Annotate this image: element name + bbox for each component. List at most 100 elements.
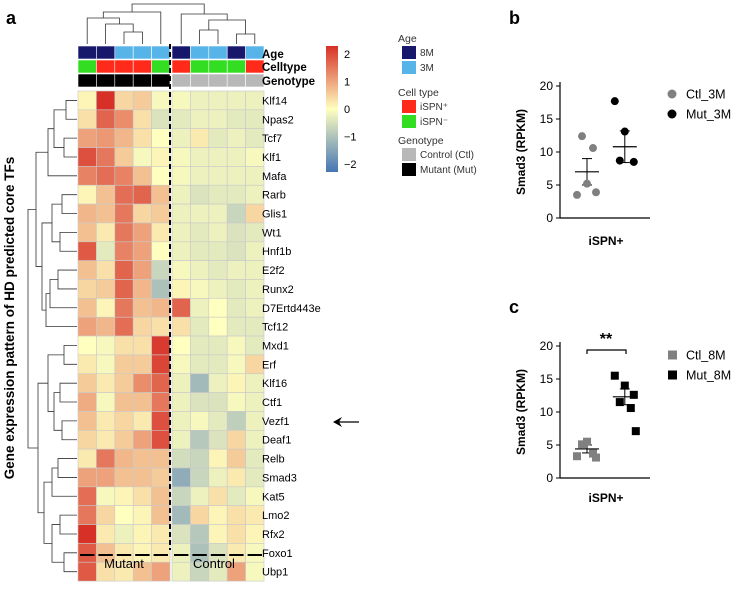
heatmap-cell xyxy=(190,392,210,412)
heatmap-cell xyxy=(132,90,152,111)
heatmap-cell xyxy=(96,467,116,488)
heatmap-cell xyxy=(132,411,152,431)
heatmap-ylabel: Gene expression pattern of HD predicted … xyxy=(2,157,17,480)
heatmap-row-labels: Klf14 Npas2 Tcf7 Klf1 Mafa Rarb Glis1 Wt1 Hnf1b E… xyxy=(262,95,321,578)
ann-label-genotype: Genotype xyxy=(262,76,315,88)
dendrogram-branch xyxy=(63,137,77,158)
annotation-cell xyxy=(245,45,265,60)
color-bar-tick: −2 xyxy=(344,159,357,171)
heatmap-cell xyxy=(132,429,152,450)
y-tick-label: 0 xyxy=(546,211,553,225)
y-tick-label: 10 xyxy=(540,405,554,419)
heatmap-cell xyxy=(151,505,171,525)
heatmap-cell xyxy=(114,335,134,356)
heatmap-cell xyxy=(114,392,134,412)
heatmap-cell xyxy=(171,505,191,525)
heatmap-cell xyxy=(208,222,228,243)
heatmap-cell xyxy=(132,203,152,224)
y-tick-label: 15 xyxy=(540,112,554,126)
annotation-cell xyxy=(132,59,152,74)
annotation-cell xyxy=(245,73,265,88)
heatmap-cell xyxy=(151,392,171,412)
heatmap-cell xyxy=(171,279,191,299)
annotation-cell xyxy=(151,45,171,60)
heatmap-cell xyxy=(132,241,152,261)
heatmap-cell xyxy=(132,298,152,318)
heatmap-cell xyxy=(114,184,134,205)
heatmap-cell xyxy=(190,411,210,431)
dendrogram-branch xyxy=(86,17,120,44)
heatmap-cells xyxy=(77,90,265,582)
heatmap-cell xyxy=(77,109,97,129)
color-bar xyxy=(326,46,338,172)
annotation-cell xyxy=(96,45,116,60)
heatmap-row-label: Runx2 xyxy=(262,284,294,296)
annotation-cell xyxy=(226,59,246,74)
panel-c-xlabel: iSPN+ xyxy=(588,491,623,505)
heatmap-row-label: Vezf1 xyxy=(262,416,290,428)
heatmap-cell xyxy=(114,448,134,469)
data-point xyxy=(620,381,629,390)
legend-label: iSPN⁺ xyxy=(420,102,448,113)
legend-swatch xyxy=(402,115,416,128)
annotation-cell xyxy=(77,45,97,60)
data-point xyxy=(573,452,581,461)
heatmap-cell xyxy=(190,486,210,507)
dendrogram-branch xyxy=(65,100,77,120)
heatmap-cell xyxy=(132,316,152,337)
heatmap-cell xyxy=(226,392,246,412)
legend-title: Cell type xyxy=(398,87,439,99)
heatmap-cell xyxy=(96,241,116,261)
y-tick-label: 20 xyxy=(540,79,554,93)
legend-label: Ctl_8M xyxy=(686,349,726,363)
legend-label: 3M xyxy=(420,63,434,74)
heatmap-cell xyxy=(208,448,228,469)
heatmap-cell xyxy=(226,260,246,280)
annotation-cell xyxy=(114,45,134,60)
heatmap-cell xyxy=(114,241,134,261)
heatmap-cell xyxy=(190,316,210,337)
heatmap-cell xyxy=(77,241,97,261)
heatmap-row-label: Relb xyxy=(262,454,285,466)
legend-label: Mutant (Mut) xyxy=(420,165,477,176)
heatmap-cell xyxy=(226,279,246,299)
legend-marker xyxy=(667,109,677,119)
heatmap-cell xyxy=(171,260,191,280)
heatmap-cell xyxy=(226,298,246,318)
heatmap-cell xyxy=(77,373,97,393)
heatmap-cell xyxy=(208,354,228,375)
heatmap-cell xyxy=(151,354,171,375)
heatmap-cell xyxy=(226,524,246,544)
heatmap-cell xyxy=(226,448,246,469)
data-point xyxy=(573,190,581,199)
heatmap-cell xyxy=(190,279,210,299)
dendrogram-branch xyxy=(59,231,77,252)
annotation-cell xyxy=(171,73,191,88)
heatmap-cell xyxy=(171,184,191,205)
heatmap-row-label: Ubp1 xyxy=(262,567,288,579)
dendrogram-branch xyxy=(45,293,77,328)
heatmap-cell xyxy=(171,335,191,356)
heatmap-row-label: Klf16 xyxy=(262,378,287,390)
heatmap-cell xyxy=(171,561,191,582)
heatmap-cell xyxy=(226,429,246,450)
annotation-cell xyxy=(132,73,152,88)
dendrogram-branch xyxy=(41,222,52,311)
panel-letter-b: b xyxy=(509,8,520,28)
heatmap-row-label: Mafa xyxy=(262,171,287,183)
heatmap-cell xyxy=(151,543,171,563)
heatmap-cell xyxy=(114,486,134,507)
heatmap-cell xyxy=(151,373,171,393)
annotation-cell xyxy=(96,73,116,88)
annotation-cell xyxy=(245,59,265,74)
annotation-cell xyxy=(208,73,228,88)
color-scale: 2 1 0 −1 −2 xyxy=(326,46,357,172)
heatmap-cell xyxy=(114,524,134,544)
legend-label: 8M xyxy=(420,48,434,59)
panel-c-dotplot: Smad3 (RPKM) iSPN+ ** 0 5 10 15 20 Ctl_8M Mut_… xyxy=(514,331,731,505)
ann-label-age: Age xyxy=(262,49,284,61)
heatmap-cell xyxy=(208,203,228,224)
heatmap-cell xyxy=(190,241,210,261)
color-bar-tick: 0 xyxy=(344,104,350,116)
